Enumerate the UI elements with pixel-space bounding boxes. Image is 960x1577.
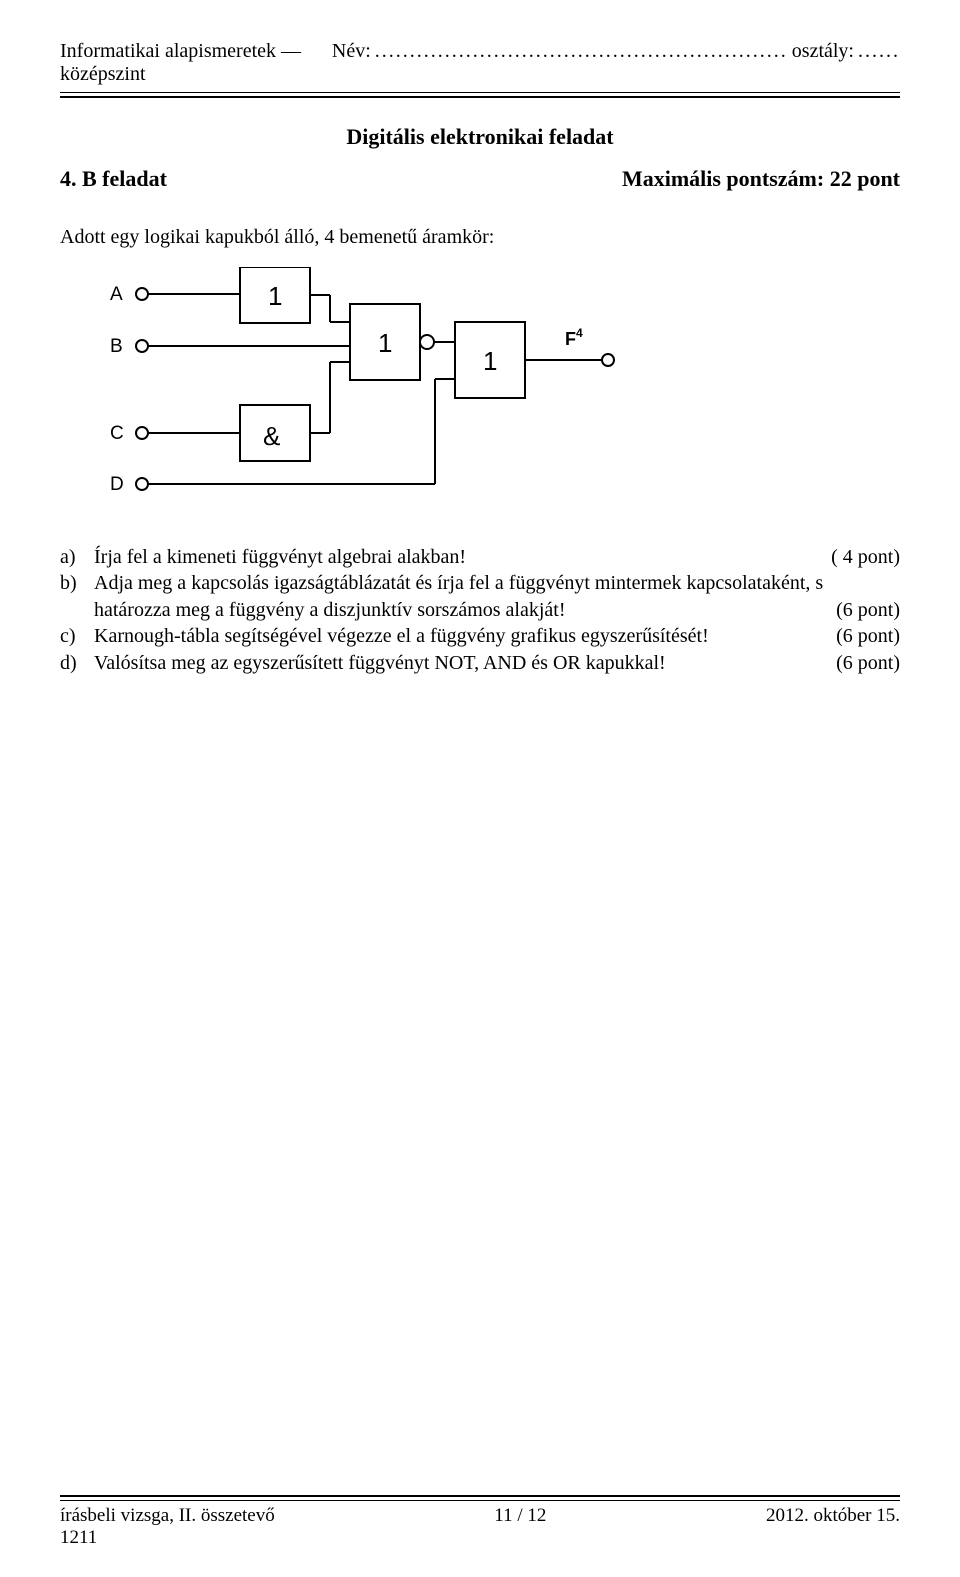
footer-left-line2: 1211 bbox=[60, 1527, 275, 1549]
gate-and-label: & bbox=[263, 421, 280, 451]
q-c-text: Karnough-tábla segítségével végezze el a… bbox=[94, 623, 709, 649]
page-header: Informatikai alapismeretek — középszint … bbox=[60, 40, 900, 92]
terminal-out bbox=[602, 354, 614, 366]
name-dots: ........................................… bbox=[375, 40, 788, 63]
input-label-d: D bbox=[110, 474, 124, 495]
question-b: b) Adja meg a kapcsolás igazságtáblázatá… bbox=[60, 570, 900, 623]
header-left: Informatikai alapismeretek — középszint bbox=[60, 40, 332, 86]
q-b-text1: Adja meg a kapcsolás igazságtáblázatát é… bbox=[94, 570, 900, 596]
gate-g3-label: 1 bbox=[483, 346, 497, 376]
question-list: a) Írja fel a kimeneti függvényt algebra… bbox=[60, 544, 900, 676]
q-b-text2: határozza meg a függvény a diszjunktív s… bbox=[94, 597, 566, 623]
section-title: Digitális elektronikai feladat bbox=[60, 124, 900, 150]
task-maxpoints: Maximális pontszám: 22 pont bbox=[622, 166, 900, 192]
circuit-diagram: A B C D 1 & bbox=[100, 267, 900, 522]
gate-g2-neg-bubble bbox=[420, 335, 434, 349]
q-d-marker: d) bbox=[60, 650, 94, 676]
q-d-points: (6 pont) bbox=[836, 650, 900, 676]
terminal-a bbox=[136, 288, 148, 300]
input-label-a: A bbox=[110, 284, 123, 305]
gate-g1-label: 1 bbox=[268, 281, 282, 311]
terminal-c bbox=[136, 427, 148, 439]
question-c: c) Karnough-tábla segítségével végezze e… bbox=[60, 623, 900, 649]
q-b-marker: b) bbox=[60, 570, 94, 623]
name-label: Név: bbox=[332, 40, 371, 63]
question-a: a) Írja fel a kimeneti függvényt algebra… bbox=[60, 544, 900, 570]
footer-right: 2012. október 15. bbox=[766, 1505, 900, 1527]
footer-left-line1: írásbeli vizsga, II. összetevő bbox=[60, 1505, 275, 1527]
terminal-b bbox=[136, 340, 148, 352]
class-dots: ...... bbox=[858, 40, 900, 63]
header-rule-thin bbox=[60, 92, 900, 93]
page-footer: írásbeli vizsga, II. összetevő 1211 11 /… bbox=[60, 1495, 900, 1549]
class-label: osztály: bbox=[792, 40, 854, 63]
q-a-text: Írja fel a kimeneti függvényt algebrai a… bbox=[94, 544, 466, 570]
q-a-points: ( 4 pont) bbox=[831, 544, 900, 570]
footer-center: 11 / 12 bbox=[494, 1505, 546, 1527]
task-row: 4. B feladat Maximális pontszám: 22 pont bbox=[60, 166, 900, 192]
q-d-text: Valósítsa meg az egyszerűsített függvény… bbox=[94, 650, 666, 676]
gate-g2-label: 1 bbox=[378, 328, 392, 358]
task-number: 4. B feladat bbox=[60, 166, 167, 192]
intro-text: Adott egy logikai kapukból álló, 4 bemen… bbox=[60, 226, 900, 249]
header-right: Név: ...................................… bbox=[332, 40, 900, 63]
question-d: d) Valósítsa meg az egyszerűsített függv… bbox=[60, 650, 900, 676]
q-b-points: (6 pont) bbox=[836, 597, 900, 623]
q-a-marker: a) bbox=[60, 544, 94, 570]
input-label-c: C bbox=[110, 423, 124, 444]
terminal-d bbox=[136, 478, 148, 490]
footer-rule-thick bbox=[60, 1495, 900, 1497]
q-c-marker: c) bbox=[60, 623, 94, 649]
circuit-svg: A B C D 1 & bbox=[100, 267, 660, 517]
q-c-points: (6 pont) bbox=[836, 623, 900, 649]
input-label-b: B bbox=[110, 336, 123, 357]
header-rule-thick bbox=[60, 96, 900, 98]
output-label: F4 bbox=[565, 326, 583, 349]
